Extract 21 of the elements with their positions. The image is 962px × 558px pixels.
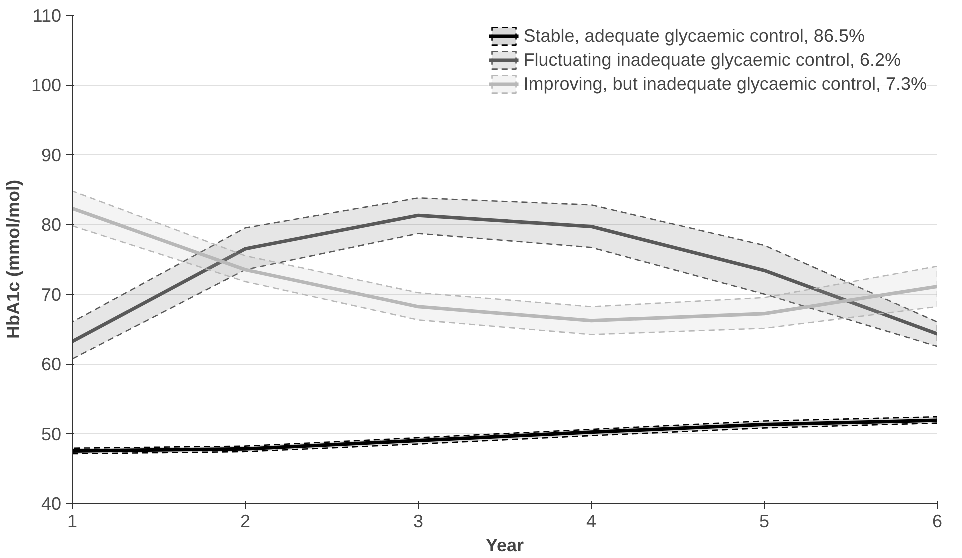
y-tick-label: 60: [41, 354, 62, 375]
x-tick-label: 5: [759, 512, 770, 532]
x-axis-title: Year: [486, 536, 524, 556]
y-tick-label: 90: [41, 145, 62, 166]
y-tick-label: 40: [41, 494, 62, 514]
y-tick-label: 70: [41, 284, 62, 305]
legend-label: Stable, adequate glycaemic control, 86.5%: [524, 26, 865, 46]
y-tick-label: 50: [41, 424, 62, 444]
line-series: [72, 206, 938, 323]
y-tick-label: 80: [41, 215, 62, 236]
legend-label: Fluctuating inadequate glycaemic control, 6.2%: [524, 50, 901, 70]
x-tick-label: 4: [586, 512, 597, 532]
x-tick-label: 3: [413, 512, 424, 532]
x-tick-label: 2: [240, 512, 251, 532]
y-tick-label: 110: [32, 6, 62, 26]
y-tick-label: 100: [31, 76, 62, 96]
x-tick-label: 6: [932, 512, 943, 532]
x-tick-label: 1: [67, 512, 78, 532]
legend-label: Improving, but inadequate glycaemic control, 7.3%: [524, 74, 927, 94]
line-series: [72, 214, 938, 344]
y-axis-title: HbA1c (mmol/mol): [3, 180, 24, 340]
